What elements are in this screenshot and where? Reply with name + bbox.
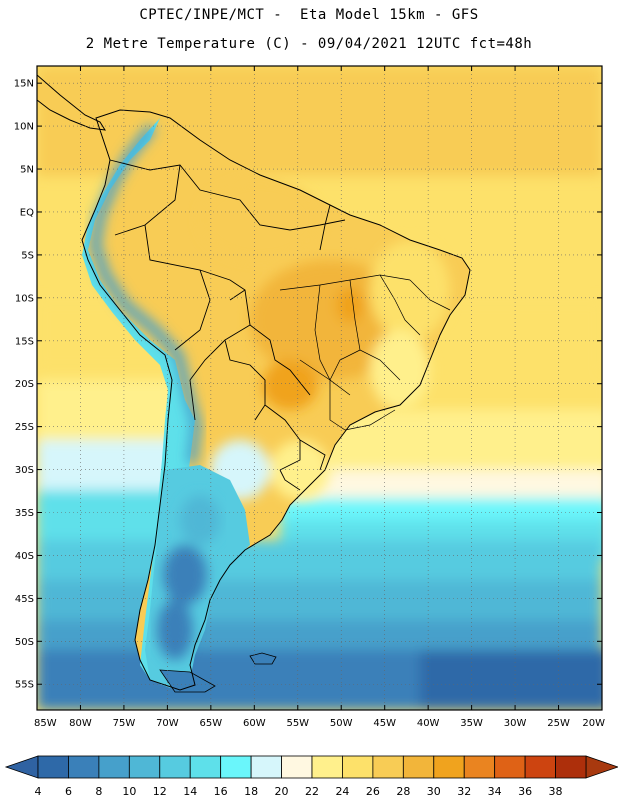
tierra-del-fuego <box>159 669 216 693</box>
colorbar-level-label: 26 <box>366 785 380 798</box>
colorbar-swatch <box>372 755 404 779</box>
colorbar-level-label: 38 <box>549 785 563 798</box>
lat-tick-label: 20S <box>15 379 34 390</box>
lat-tick-label: 5N <box>20 165 34 176</box>
colorbar-level-label: 22 <box>305 785 319 798</box>
lat-tick-label: 45S <box>15 594 34 605</box>
country-borders <box>109 159 346 491</box>
lat-tick-label: 25S <box>15 422 34 433</box>
map-frame <box>36 65 603 711</box>
colorbar-swatch <box>463 755 496 779</box>
lon-tick-label: 55W <box>286 718 309 729</box>
colorbar-swatch <box>128 755 161 779</box>
lat-tick-label: 35S <box>15 508 34 519</box>
longitude-axis: 85W 80W 75W 70W 65W 60W 55W 50W 45W 40W 35W 30W 25W 2… <box>34 66 605 729</box>
colorbar-level-label: 32 <box>457 785 471 798</box>
colorbar-swatch <box>555 755 587 779</box>
colorbar-swatch <box>433 755 465 779</box>
brazil-state-borders <box>279 274 451 431</box>
lon-tick-label: 70W <box>156 718 179 729</box>
colorbar-level-label: 18 <box>244 785 258 798</box>
lon-tick-label: 85W <box>34 718 57 729</box>
colorbar-swatch <box>281 755 313 779</box>
lon-tick-label: 25W <box>547 718 570 729</box>
lon-tick-label: 30W <box>504 718 527 729</box>
map-title: CPTEC/INPE/MCT - Eta Model 15km - GFS <box>139 7 479 23</box>
colorbar-swatch <box>342 755 374 779</box>
colorbar-level-label: 8 <box>95 785 102 798</box>
colorbar-level-label: 12 <box>153 785 167 798</box>
colorbar-level-label: 14 <box>183 785 197 798</box>
lon-tick-label: 20W <box>582 718 605 729</box>
lat-tick-label: 50S <box>15 637 34 648</box>
lon-tick-label: 75W <box>113 718 136 729</box>
colorbar-swatch <box>494 755 526 779</box>
central-america-coast <box>37 74 106 131</box>
coastline <box>81 109 471 691</box>
lat-tick-label: 5S <box>21 250 34 261</box>
colorbar-swatch <box>98 755 130 779</box>
colorbar-level-label: 16 <box>214 785 228 798</box>
colorbar-level-label: 34 <box>488 785 502 798</box>
lon-tick-label: 40W <box>417 718 440 729</box>
lon-tick-label: 60W <box>243 718 266 729</box>
colorbar-swatch <box>68 755 100 779</box>
lon-tick-label: 45W <box>373 718 396 729</box>
lat-tick-label: 15N <box>14 79 34 90</box>
lon-tick-label: 50W <box>330 718 353 729</box>
lat-tick-label: 10S <box>15 293 34 304</box>
colorbar-level-label: 20 <box>275 785 289 798</box>
latitude-axis: 15N 10N 5N EQ 5S 10S 15S 20S 25S 30S 35S 40S 45S 50S 5… <box>14 79 602 691</box>
lon-tick-label: 35W <box>460 718 483 729</box>
colorbar-high-arrow <box>585 755 618 779</box>
lat-tick-label: 55S <box>15 680 34 691</box>
colorbar-swatch <box>220 755 252 779</box>
colorbar-swatch <box>37 755 69 779</box>
colorbar-level-label: 30 <box>427 785 441 798</box>
lon-tick-label: 65W <box>200 718 223 729</box>
map-subtitle: 2 Metre Temperature (C) - 09/04/2021 12U… <box>85 36 533 52</box>
lat-tick-label: 40S <box>15 551 34 562</box>
colorbar-swatch <box>159 755 191 779</box>
colorbar-level-label: 4 <box>35 785 42 798</box>
lat-tick-label: 15S <box>15 336 34 347</box>
colorbar-low-arrow <box>4 755 39 779</box>
colorbar-level-label: 24 <box>335 785 349 798</box>
colorbar-swatch <box>250 755 282 779</box>
colorbar-level-label: 6 <box>65 785 72 798</box>
lon-tick-label: 80W <box>69 718 92 729</box>
colorbar-legend: 4 6 8 10 12 14 16 18 20 22 24 26 28 30 32 34 36 38 <box>4 755 618 798</box>
colorbar-level-label: 36 <box>518 785 532 798</box>
colorbar-swatch <box>189 755 222 779</box>
colorbar-swatch <box>402 755 435 779</box>
lat-tick-label: 10N <box>14 122 34 133</box>
colorbar-swatch <box>524 755 556 779</box>
lat-tick-label: EQ <box>20 207 34 218</box>
colorbar-level-label: 10 <box>122 785 136 798</box>
lat-tick-label: 30S <box>15 465 34 476</box>
colorbar-swatch <box>311 755 343 779</box>
colorbar-level-label: 28 <box>396 785 410 798</box>
